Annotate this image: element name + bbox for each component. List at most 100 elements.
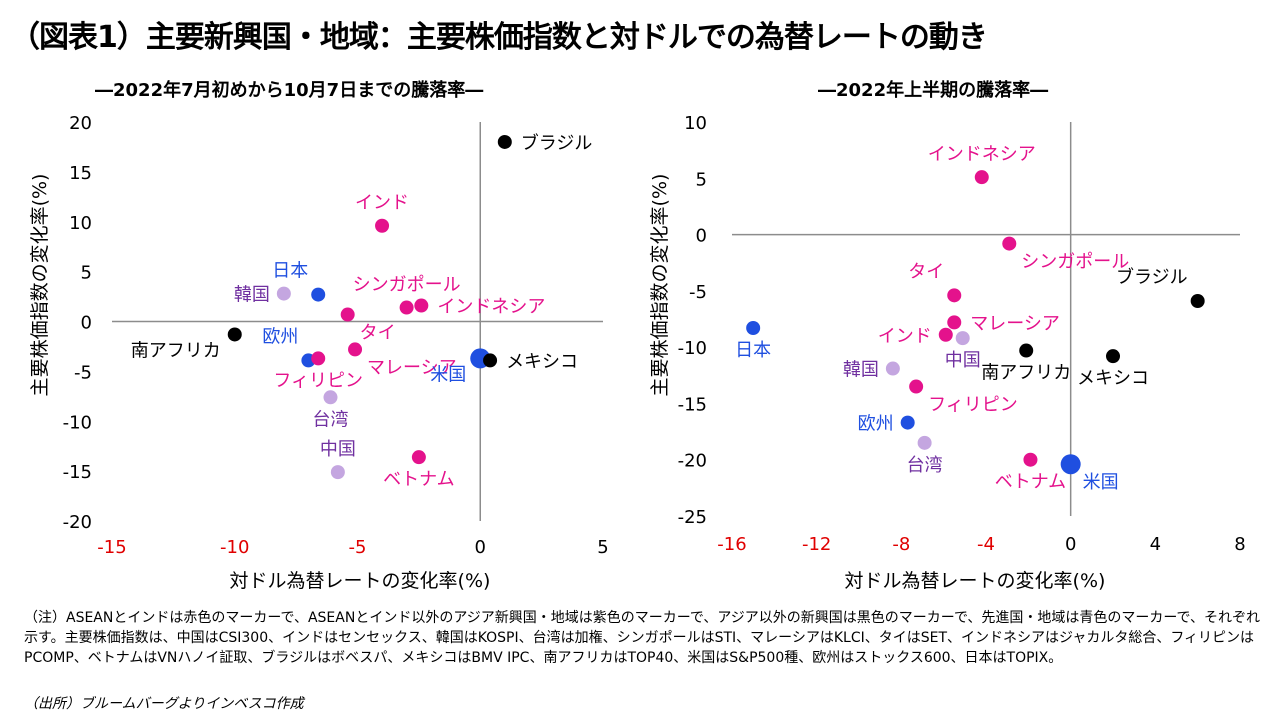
- left-point-marker: [311, 287, 326, 302]
- left-y-tick-label: -20: [63, 512, 92, 533]
- right-x-tick-label: -16: [717, 534, 746, 555]
- left-point-marker: [399, 300, 414, 315]
- left-point-marker: [414, 298, 429, 313]
- left-point-label: 台湾: [312, 409, 348, 430]
- right-point-marker: [1106, 349, 1120, 364]
- right-point-label: メキシコ: [1077, 368, 1149, 389]
- right-point-label: ブラジル: [1116, 266, 1188, 288]
- left-x-tick-label: -10: [220, 537, 249, 558]
- right-point-marker: [974, 170, 989, 185]
- left-point-marker: [276, 286, 291, 301]
- left-y-tick-label: -15: [63, 462, 92, 483]
- left-point-marker: [497, 134, 512, 149]
- right-y-tick-label: -15: [678, 394, 707, 415]
- left-point-label: ブラジル: [521, 132, 593, 154]
- right-y-tick-label: -10: [678, 338, 707, 359]
- left-x-tick-label: -15: [97, 537, 126, 558]
- right-x-tick-label: -4: [977, 534, 995, 555]
- left-point-marker: [323, 390, 338, 405]
- right-point-marker: [947, 315, 962, 330]
- right-point-label: 欧州: [858, 414, 894, 435]
- right-y-tick-label: 10: [684, 113, 707, 134]
- left-y-tick-label: -5: [74, 362, 92, 383]
- right-x-tick-label: 0: [1065, 534, 1076, 555]
- left-point-marker: [227, 327, 242, 342]
- left-y-tick-label: 0: [81, 313, 92, 334]
- left-point-marker: [483, 353, 498, 368]
- left-point-label: ベトナム: [383, 469, 454, 490]
- left-point-marker: [311, 351, 326, 366]
- right-point-label: インドネシア: [928, 144, 1036, 165]
- right-scatter-chart: 10 5 0 -5 -10 -15 -20 -25 -16 -12 -8 -4 0 4 8 対ドル為替レートの…: [649, 113, 1246, 592]
- left-point-marker: [340, 307, 355, 322]
- left-point-label: インド: [355, 193, 409, 214]
- right-point-marker: [1190, 293, 1205, 308]
- right-point-label: フィリピン: [928, 395, 1018, 416]
- right-point-label: ベトナム: [995, 472, 1066, 493]
- right-point-label: シンガポール: [1021, 252, 1129, 273]
- right-chart-subtitle: ―2022年上半期の騰落率―: [818, 80, 1049, 101]
- right-y-tick-label: -5: [689, 282, 707, 303]
- left-y-tick-label: -10: [63, 412, 92, 433]
- left-x-tick-label: 5: [597, 537, 608, 558]
- right-point-marker: [917, 435, 932, 450]
- left-point-marker: [411, 450, 426, 465]
- left-point-label: フィリピン: [273, 370, 363, 391]
- right-x-tick-label: 4: [1150, 534, 1161, 555]
- right-point-marker: [947, 288, 962, 303]
- left-y-tick-label: 20: [69, 113, 92, 134]
- right-x-axis-title: 対ドル為替レートの変化率(%): [845, 570, 1106, 592]
- chart-source: （出所）ブルームバーグよりインベスコ作成: [24, 696, 304, 712]
- right-point-label: 韓国: [843, 360, 879, 381]
- right-x-tick-label: 8: [1234, 534, 1245, 555]
- chart-notes: （注）ASEANとインドは赤色のマーカーで、ASEANとインド以外のアジア新興国…: [24, 610, 1260, 666]
- left-chart-subtitle: ―2022年7月初めから10月7日までの騰落率―: [95, 80, 484, 101]
- left-y-tick-label: 15: [69, 163, 92, 184]
- right-point-label: 南アフリカ: [981, 363, 1071, 384]
- left-point-label: 南アフリカ: [131, 340, 221, 361]
- right-point-label: タイ: [908, 261, 944, 282]
- right-point-label: 中国: [945, 350, 981, 371]
- right-y-tick-label: -25: [678, 507, 707, 528]
- left-y-tick-label: 5: [81, 263, 92, 284]
- left-point-label: 韓国: [234, 285, 270, 306]
- left-point-label: インドネシア: [437, 297, 545, 318]
- right-point-label: マレーシア: [970, 313, 1060, 334]
- left-point-marker: [348, 342, 363, 357]
- right-y-tick-label: 0: [696, 226, 707, 247]
- left-x-tick-label: 0: [475, 537, 486, 558]
- left-point-label: マレーシア: [367, 357, 457, 378]
- right-x-tick-label: -8: [892, 534, 910, 555]
- right-point-label: 台湾: [907, 455, 943, 476]
- right-point-marker: [1060, 454, 1081, 475]
- left-y-axis-title: 主要株価指数の変化率(%): [29, 174, 51, 397]
- right-y-axis-title: 主要株価指数の変化率(%): [649, 174, 671, 397]
- left-point-label: 欧州: [262, 326, 298, 347]
- right-y-tick-label: 5: [696, 169, 707, 190]
- left-x-axis-title: 対ドル為替レートの変化率(%): [230, 570, 491, 592]
- right-point-label: 日本: [735, 340, 771, 361]
- right-point-label: 米国: [1083, 472, 1119, 493]
- right-y-tick-label: -20: [678, 451, 707, 472]
- right-point-marker: [746, 321, 761, 336]
- left-point-marker: [375, 218, 390, 233]
- right-point-marker: [1023, 452, 1038, 467]
- right-x-tick-label: -12: [802, 534, 831, 555]
- right-point-marker: [938, 327, 953, 342]
- left-point-label: 中国: [320, 439, 356, 460]
- left-y-tick-label: 10: [69, 213, 92, 234]
- left-point-label: シンガポール: [353, 275, 461, 296]
- left-point-label: 日本: [272, 261, 308, 282]
- left-point-label: 米国: [430, 364, 466, 385]
- left-point-label: メキシコ: [506, 351, 578, 372]
- right-point-marker: [900, 415, 915, 430]
- right-point-marker: [909, 379, 924, 394]
- right-point-marker: [1019, 343, 1034, 358]
- left-point-marker: [330, 465, 345, 480]
- left-x-tick-label: -5: [349, 537, 367, 558]
- right-point-marker: [1002, 236, 1017, 251]
- left-point-label: タイ: [360, 323, 396, 344]
- right-point-label: インド: [878, 326, 932, 347]
- right-point-marker: [885, 361, 900, 376]
